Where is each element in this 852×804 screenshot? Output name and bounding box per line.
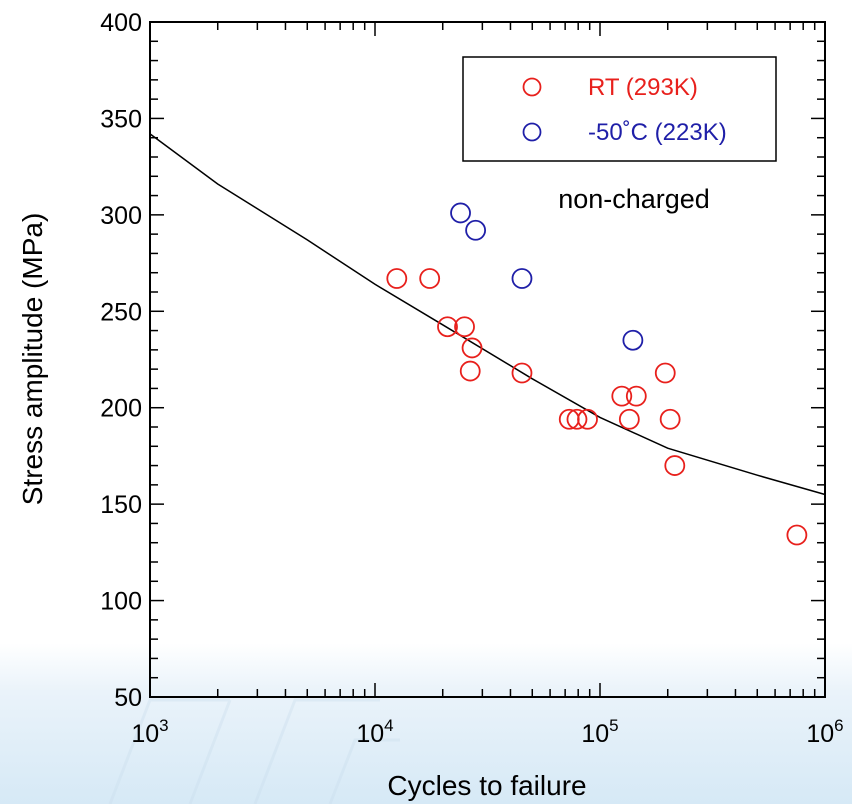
y-tick-label: 200 <box>100 395 142 423</box>
point-rt <box>625 385 647 407</box>
point-rt <box>659 408 681 430</box>
fit-curve <box>149 133 826 496</box>
x-tick-label: 104 <box>356 716 393 748</box>
point-rt <box>654 362 676 384</box>
point-cold <box>450 202 471 224</box>
y-tick-label: 250 <box>100 298 142 326</box>
annotation-non-charged: non-charged <box>558 184 710 214</box>
point-rt <box>386 268 408 289</box>
x-tick-label: 103 <box>131 716 168 748</box>
legend-label-rt: RT (293K) <box>588 74 698 101</box>
tick-labels: 50 100 150 200 250 300 350 400 103 104 105 106 <box>100 9 843 748</box>
point-cold <box>622 329 644 351</box>
point-rt <box>611 385 633 407</box>
y-tick-label: 50 <box>114 684 142 712</box>
point-cold <box>465 219 487 241</box>
point-cold <box>511 268 533 289</box>
point-rt <box>461 337 483 359</box>
data-points <box>386 202 808 546</box>
watermark-logo <box>108 698 400 804</box>
legend: RT (293K) -50˚C (223K) <box>462 56 777 162</box>
legend-label-cold: -50˚C (223K) <box>588 119 727 146</box>
x-tick-label: 106 <box>806 716 843 748</box>
x-axis-title: Cycles to failure <box>387 770 586 801</box>
point-rt <box>786 524 808 546</box>
point-rt <box>437 316 458 338</box>
point-rt <box>618 408 640 430</box>
y-axis-title: Stress amplitude (MPa) <box>17 213 48 506</box>
y-tick-label: 300 <box>100 202 142 230</box>
point-rt <box>454 316 475 338</box>
point-rt <box>419 268 441 289</box>
legend-marker-cold <box>522 122 542 142</box>
point-rt <box>577 408 598 430</box>
x-tick-label: 105 <box>581 716 618 748</box>
legend-box <box>462 56 777 162</box>
y-tick-label: 350 <box>100 105 142 133</box>
legend-marker-rt <box>522 77 542 97</box>
y-tick-label: 100 <box>100 588 142 616</box>
point-rt <box>459 360 481 382</box>
point-rt <box>566 408 588 430</box>
point-rt <box>511 362 533 384</box>
axes-layer <box>149 21 826 698</box>
y-tick-label: 400 <box>100 9 142 37</box>
plot-frame <box>149 21 826 698</box>
y-tick-label: 150 <box>100 491 142 519</box>
point-rt <box>664 455 686 476</box>
